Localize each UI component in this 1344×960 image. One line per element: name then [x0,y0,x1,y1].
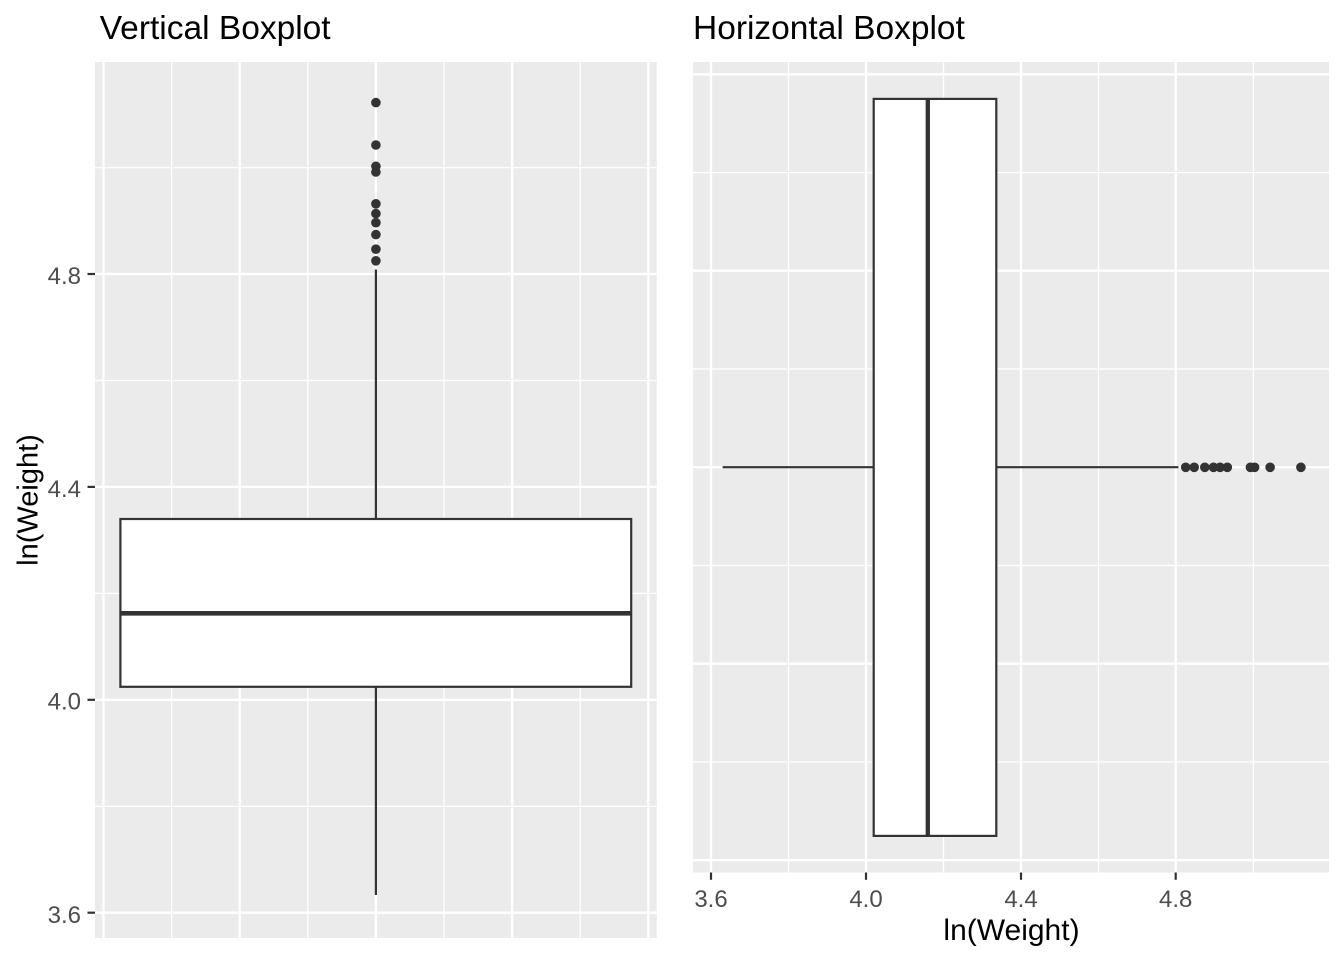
svg-text:ln(Weight): ln(Weight) [12,434,44,566]
svg-text:3.6: 3.6 [48,902,81,929]
svg-text:ln(Weight): ln(Weight) [943,914,1079,947]
svg-text:4.8: 4.8 [1159,886,1192,913]
svg-text:4.8: 4.8 [48,263,81,290]
svg-text:Horizontal Boxplot: Horizontal Boxplot [693,10,966,47]
svg-text:3.6: 3.6 [694,886,727,913]
svg-text:4.0: 4.0 [849,886,882,913]
svg-text:Vertical Boxplot: Vertical Boxplot [100,10,332,47]
svg-text:4.4: 4.4 [1004,886,1037,913]
svg-text:4.0: 4.0 [48,689,81,716]
svg-text:4.4: 4.4 [48,476,81,503]
